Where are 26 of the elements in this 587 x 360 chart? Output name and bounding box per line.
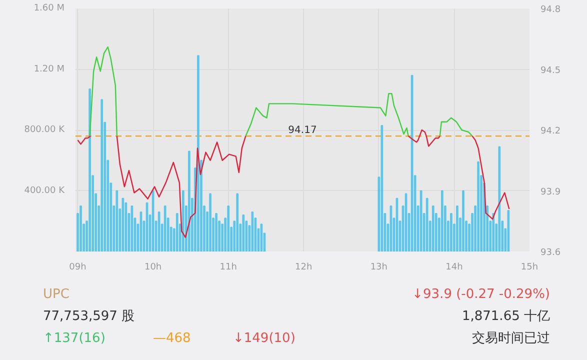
x-tick-label: 14h	[446, 262, 463, 272]
x-tick-label: 13h	[370, 262, 388, 272]
text: 交易时间已过	[472, 330, 550, 348]
text: 77,753,597 股	[43, 308, 135, 326]
y-tick-label: 1.60 M	[34, 4, 65, 14]
x-tick-label: 10h	[144, 262, 162, 272]
text: —468	[153, 330, 191, 348]
x-tick-label: 12h	[295, 262, 312, 272]
y2-tick-label: 94.8	[540, 5, 561, 15]
x-tick-label: 09h	[69, 262, 86, 272]
text: ↓93.9 (-0.27 -0.29%)	[412, 286, 550, 304]
text: ↑137(16)	[43, 330, 106, 348]
y-tick-label: 800.00 K	[24, 125, 66, 135]
text: 1,871.65 十亿	[462, 308, 550, 326]
y2-tick-label: 94.5	[540, 66, 561, 76]
y-tick-label: 400.00 K	[24, 186, 66, 196]
y2-tick-label: 94.2	[540, 126, 561, 136]
text: UPC	[43, 286, 70, 304]
ref-line-label: 94.17	[288, 125, 317, 136]
line-series	[77, 135, 92, 145]
y2-tick-label: 93.6	[540, 248, 561, 258]
y2-tick-label: 93.9	[540, 187, 561, 198]
x-tick-label: 15h	[520, 262, 538, 272]
x-tick-label: 11h	[220, 262, 237, 272]
y-tick-label: 1.20 M	[34, 64, 65, 74]
text: ↓149(10)	[233, 330, 296, 348]
